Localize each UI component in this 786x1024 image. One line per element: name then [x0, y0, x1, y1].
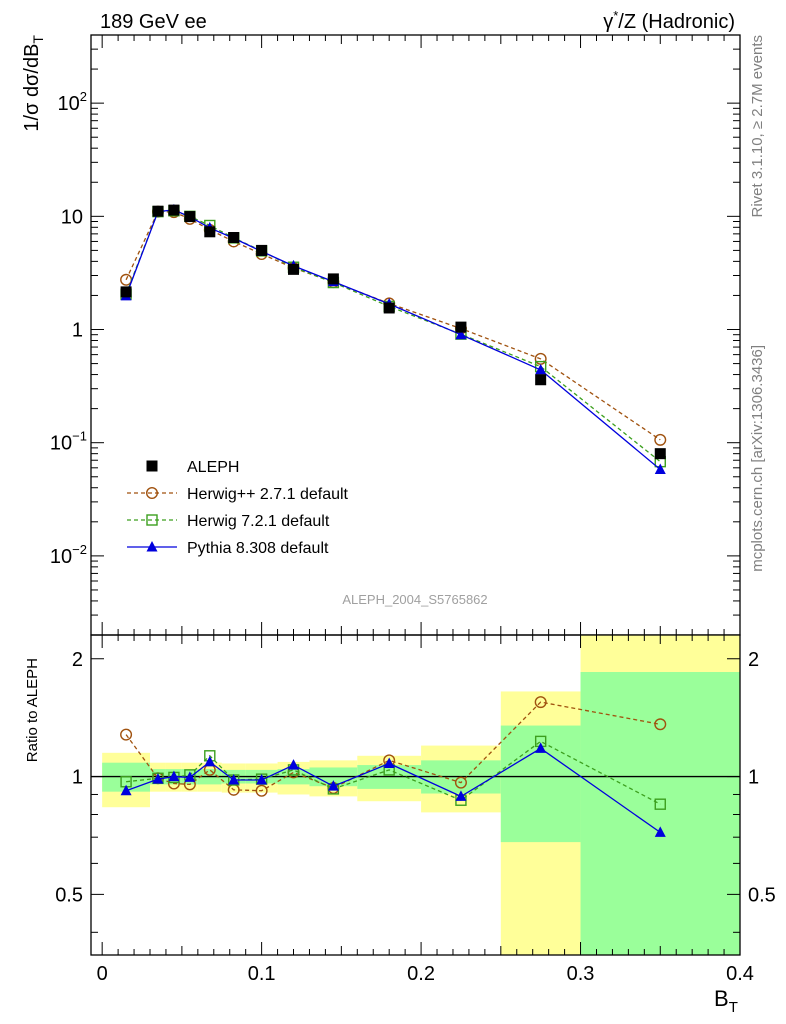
ratio-point-herwigpp [534, 696, 547, 709]
ratio-point-herwigpp [454, 776, 467, 789]
ratio-x-tick-label: 0 [97, 963, 108, 985]
legend-label-herwigpp: Herwig++ 2.7.1 default [187, 486, 349, 503]
main-point-data [256, 244, 268, 256]
ratio-point-pythia [184, 771, 196, 782]
main-point-data [327, 273, 339, 285]
ratio-point-pythia [327, 780, 339, 791]
main-y-tick-label: 10−1 [50, 429, 87, 455]
ratio-x-tick-label: 0.4 [726, 963, 754, 985]
legend-marker-pythia [146, 541, 158, 552]
main-axis-ticks: 10−2 10−1 1 10 102 [50, 34, 741, 636]
ratio-point-pythia [256, 773, 268, 785]
ratio-x-tick-label: 0.2 [407, 963, 435, 985]
ratio-point-herwigpp [654, 718, 667, 731]
ratio-series-layer [120, 696, 667, 837]
ratio-point-pythia [152, 773, 164, 784]
x-axis-label: BT [714, 986, 738, 1016]
main-point-data [654, 448, 666, 460]
ratio-plot-panel: 0 0.1 0.2 0.3 0.4 0.5 0.5 1 1 2 2 Ratio to ALEPH B… [24, 634, 776, 1016]
ratio-point-pythia [120, 784, 132, 796]
ratio-y-tick-label: 0.5 [55, 884, 83, 906]
main-point-data [455, 321, 467, 333]
mcplots-label: mcplots.cern.ch [arXiv:1306.3436] [749, 345, 766, 572]
main-y-tick-label: 10−2 [50, 542, 87, 568]
main-point-herwigpp [120, 273, 133, 286]
main-point-pythia [535, 363, 547, 375]
main-y-tick-label: 1 [72, 320, 83, 342]
ratio-point-pythia [288, 759, 300, 770]
main-line-herwig7 [125, 210, 661, 463]
main-point-herwigpp [654, 433, 667, 446]
main-point-pythia [455, 328, 467, 340]
ratio-point-herwigpp [255, 784, 268, 797]
ratio-x-tick-label: 0.1 [248, 963, 276, 985]
main-point-pythia [654, 463, 666, 474]
main-line-herwigpp [125, 210, 661, 441]
main-point-data [535, 374, 547, 386]
legend-label-pythia: Pythia 8.308 default [187, 540, 329, 557]
ratio-point-pythia [455, 790, 467, 801]
ratio-point-pythia [535, 742, 547, 753]
ratio-axis-ticks: 0 0.1 0.2 0.3 0.4 0.5 0.5 1 1 2 2 [55, 635, 776, 985]
ratio-y-tick-label-right: 1 [748, 767, 759, 789]
ratio-point-pythia [204, 755, 216, 767]
legend-marker-herwig7 [146, 514, 158, 526]
ratio-point-pythia [383, 757, 395, 768]
main-y-tick-label: 10 [61, 206, 83, 228]
ratio-point-herwig7 [654, 798, 666, 810]
main-point-data [204, 226, 216, 238]
ratio-point-pythia [228, 773, 240, 785]
main-y-axis-label: 1/σ dσ/dBT [21, 35, 46, 132]
ratio-inner-band [580, 672, 740, 955]
legend-marker-herwigpp [145, 487, 158, 500]
ratio-x-tick-label: 0.3 [567, 963, 595, 985]
header-left: 189 GeV ee [100, 11, 207, 33]
ratio-point-pythia [168, 770, 180, 782]
main-point-data [383, 302, 395, 314]
main-point-data [288, 263, 300, 275]
ratio-y-tick-label: 2 [72, 649, 83, 671]
main-point-data [228, 232, 240, 244]
ratio-y-axis-label: Ratio to ALEPH [24, 658, 41, 762]
main-plot-panel: 10−2 10−1 1 10 102 ALEPH Herwig++ 2.7.1 defau… [21, 34, 741, 636]
ratio-point-pythia [654, 826, 666, 837]
ratio-plot-frame [90, 634, 741, 956]
main-point-data [120, 286, 132, 298]
header-right: γ*/Z (Hadronic) [603, 8, 735, 33]
legend-label-herwig7: Herwig 7.2.1 default [187, 513, 330, 530]
main-point-data [152, 205, 164, 217]
ratio-y-tick-label-right: 0.5 [748, 884, 776, 906]
main-y-tick-label: 102 [58, 89, 87, 115]
ratio-line-herwigpp [125, 701, 661, 792]
rivet-label: Rivet 3.1.10, ≥ 2.7M events [749, 35, 766, 218]
legend-marker-data [146, 460, 158, 472]
ratio-y-tick-label-right: 2 [748, 649, 759, 671]
ratio-uncertainty-bands [102, 635, 740, 955]
legend: ALEPH Herwig++ 2.7.1 default Herwig 7.2.1 … [127, 459, 349, 557]
main-series-layer [120, 203, 667, 474]
analysis-id-label: ALEPH_2004_S5765862 [342, 592, 487, 607]
main-line-pythia [125, 209, 661, 470]
main-point-data [168, 204, 180, 216]
ratio-point-herwigpp [120, 728, 133, 741]
main-point-data [184, 211, 196, 223]
legend-label-data: ALEPH [187, 459, 239, 476]
ratio-y-tick-label: 1 [72, 767, 83, 789]
